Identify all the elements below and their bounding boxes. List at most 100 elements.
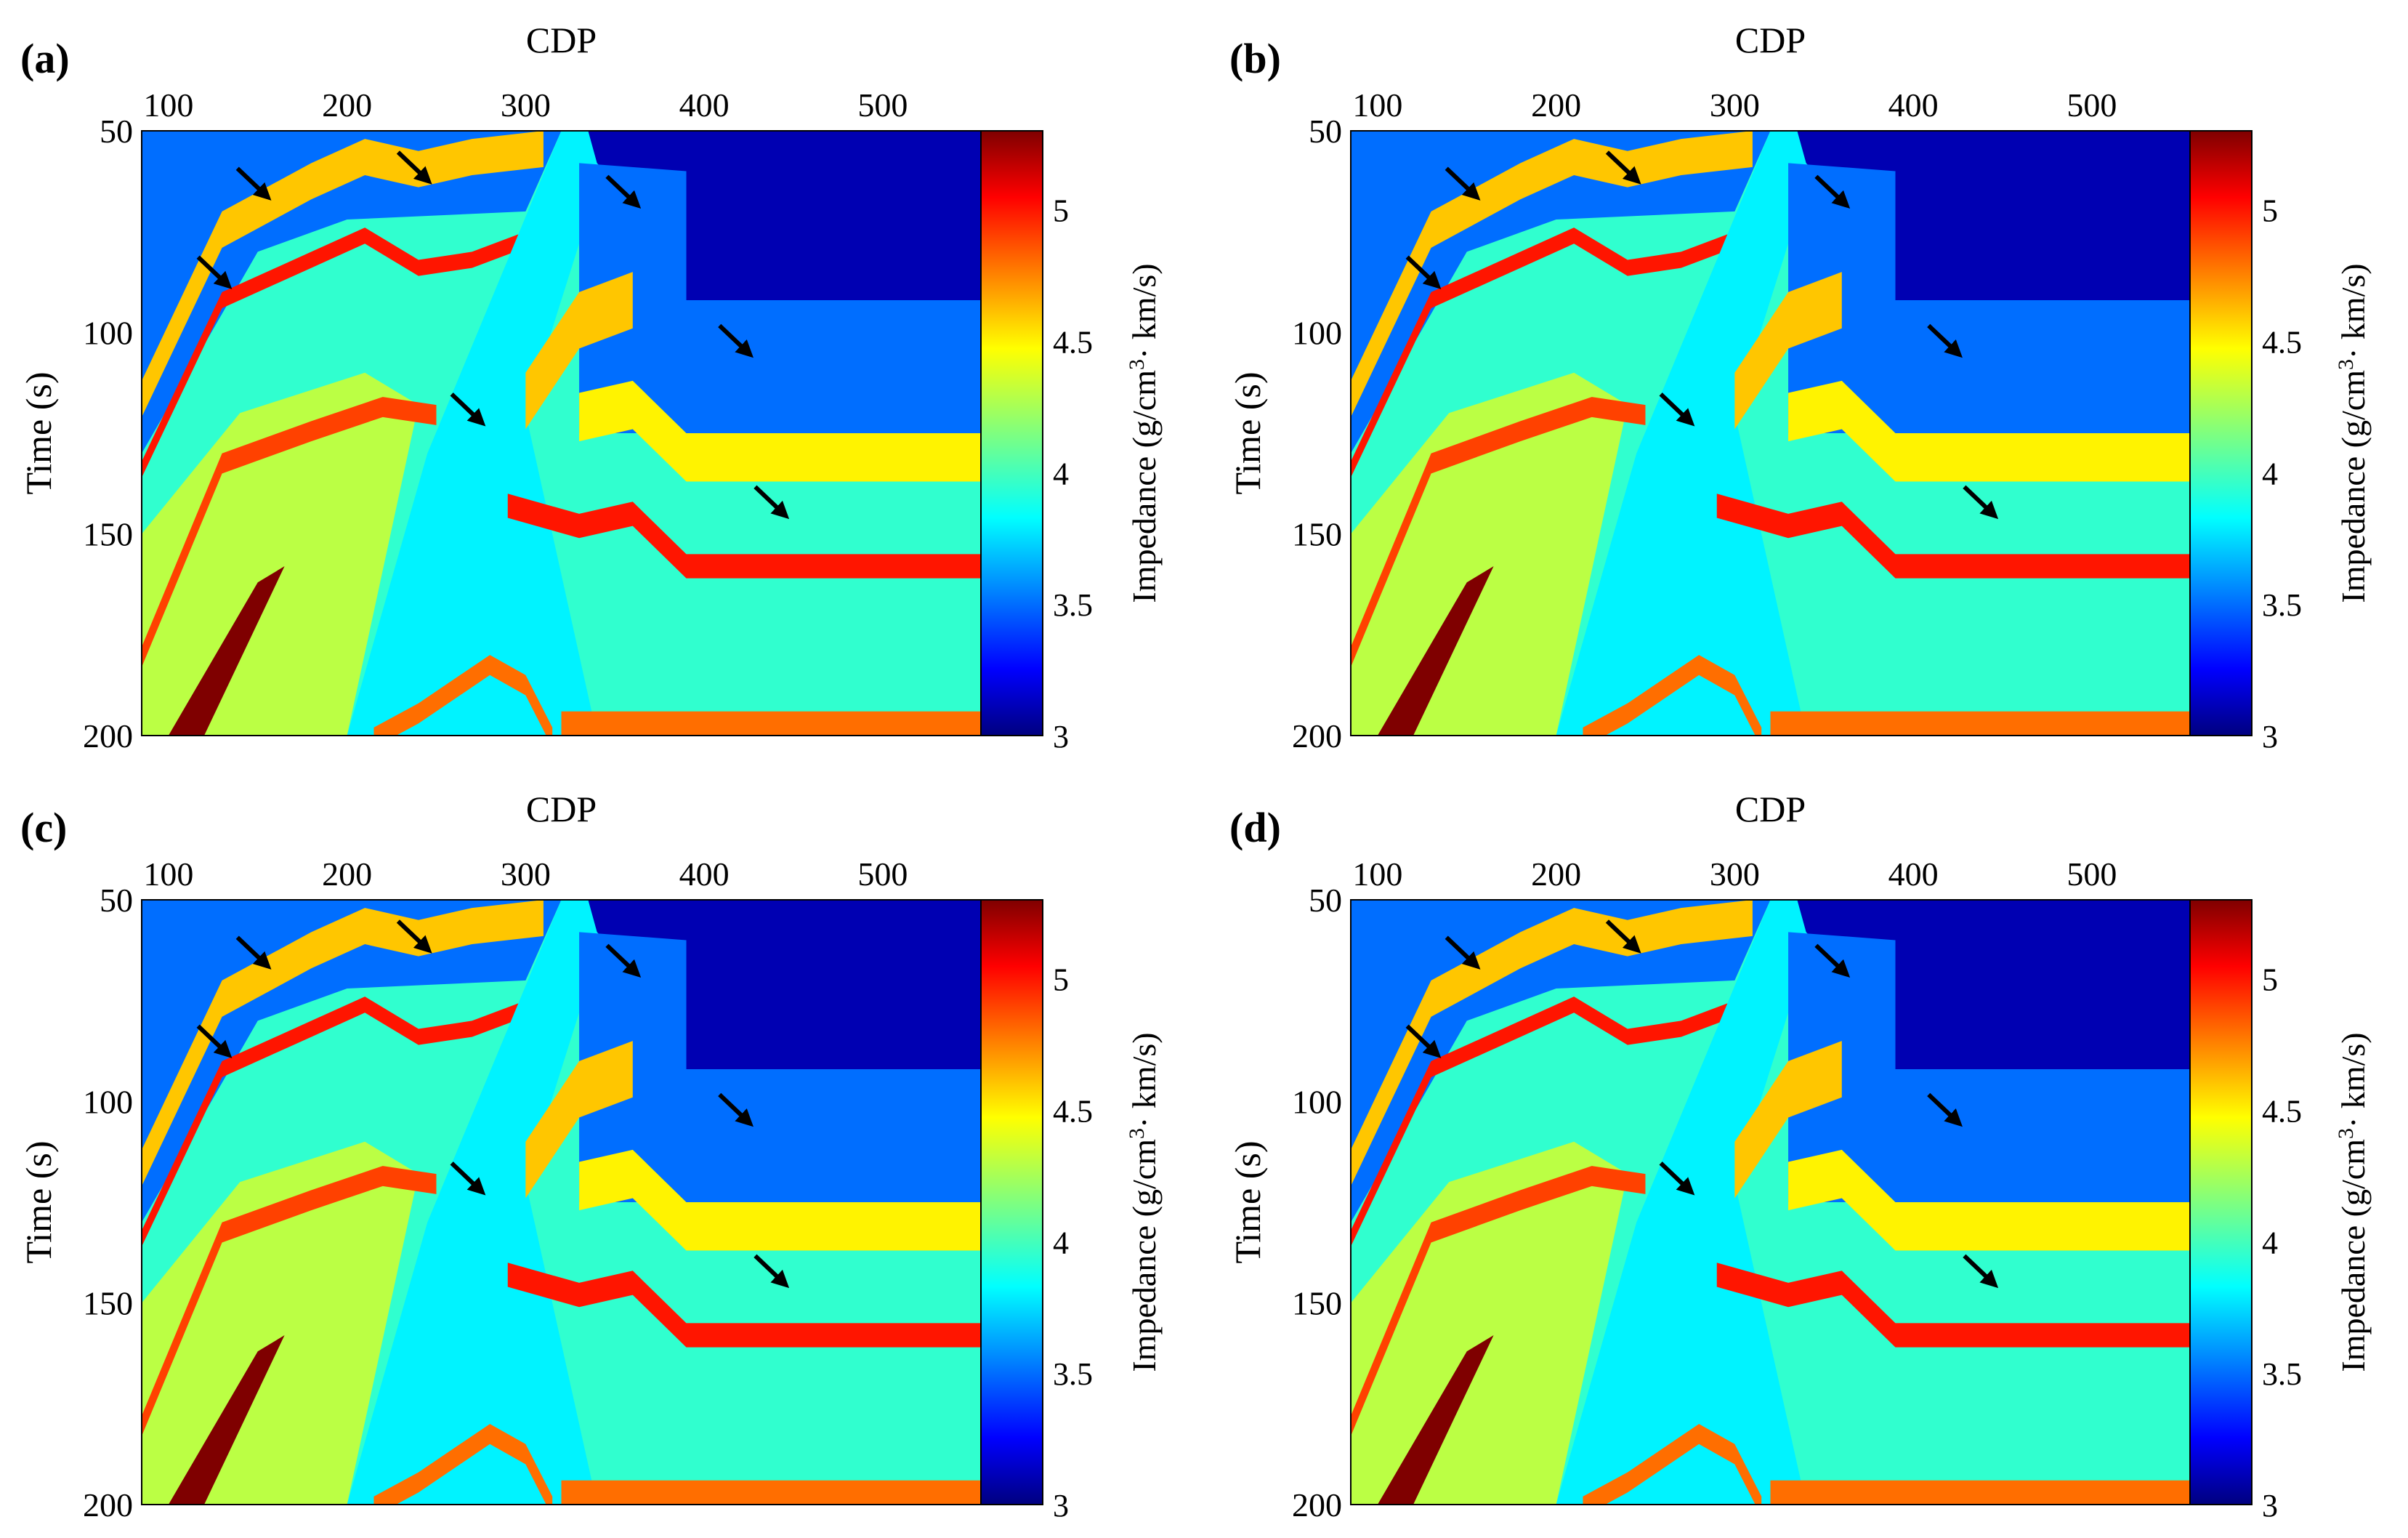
x-tick-label: 500 [857, 855, 908, 893]
annotation-arrow [605, 174, 642, 209]
colorbar-tick-label: 4 [1053, 456, 1069, 491]
y-tick-label: 100 [1292, 314, 1342, 351]
annotation-arrow [196, 255, 233, 289]
annotation-arrow [1445, 166, 1481, 201]
y-tick-label: 50 [1309, 113, 1342, 150]
annotation-arrow [1814, 174, 1851, 209]
red-thin-1 [1351, 997, 1735, 1247]
right-top-dark-blue [1797, 131, 2190, 300]
colorbar-tick-label: 4 [2262, 1225, 2278, 1260]
y-tick-label: 200 [83, 1486, 133, 1523]
y-tick-label: 50 [100, 882, 133, 919]
impedance-image [142, 900, 981, 1505]
right-bottom-orange [1770, 711, 2190, 736]
x-tick-label: 400 [1888, 86, 1939, 124]
right-orange-wedge [1734, 1041, 1842, 1199]
annotation-arrow [1605, 150, 1641, 185]
colorbar [980, 130, 1043, 736]
right-top-dark-blue [1797, 900, 2190, 1069]
fault-orange [1583, 1424, 1762, 1505]
panel-c: 100 200 300 400 500 50 100 150 200 CDP Time (s) (c)… [18, 789, 1163, 1523]
x-tick-label: 100 [1352, 86, 1402, 124]
right-orange-band [579, 380, 981, 482]
annotation-arrow [1927, 1092, 1963, 1127]
fault-orange [373, 655, 553, 736]
x-axis-label: CDP [1735, 20, 1806, 60]
x-tick-label: 300 [1710, 855, 1760, 893]
colorbar-tick-label: 4.5 [2262, 1093, 2302, 1129]
right-orange-band [1788, 1149, 2190, 1251]
x-tick-label: 100 [143, 855, 193, 893]
colorbar-label: Impedance (g/cm3· km/s) [1125, 1032, 1163, 1372]
red-thin-1 [1351, 228, 1735, 478]
red-thin-1 [142, 997, 526, 1247]
colorbar-tick-label: 4.5 [1053, 324, 1093, 360]
annotation-arrow [1963, 1254, 1999, 1289]
fault-wedge [1556, 900, 1825, 1505]
right-red-band [1716, 1263, 2190, 1348]
colorbar-label: Impedance (g/cm3· km/s) [2334, 263, 2372, 603]
right-orange-band [579, 1149, 981, 1251]
y-axis-label: Time (s) [1227, 371, 1268, 494]
y-tick-label: 100 [83, 314, 133, 351]
x-axis-label: CDP [526, 20, 597, 60]
colorbar-tick-label: 5 [2262, 193, 2278, 229]
colorbar-tick-label: 3.5 [1053, 1356, 1093, 1392]
x-tick-label: 500 [2066, 855, 2117, 893]
x-tick-label: 100 [1352, 855, 1402, 893]
x-tick-label: 200 [322, 855, 372, 893]
right-bottom-orange [561, 711, 981, 736]
annotation-arrow [1963, 485, 1999, 520]
annotation-arrow [450, 392, 486, 427]
annotation-arrow [1445, 935, 1481, 970]
panel-b: 100 200 300 400 500 50 100 150 200 CDP Time (s) (b)… [1227, 20, 2372, 754]
y-axis-label: Time (s) [18, 371, 59, 494]
y-tick-label: 100 [1292, 1083, 1342, 1120]
colorbar-tick-label: 3 [1053, 719, 1069, 754]
annotation-arrow [1605, 919, 1641, 954]
colorbar-tick-label: 5 [1053, 962, 1069, 998]
fault-wedge [347, 900, 615, 1505]
fault-wedge [347, 131, 615, 736]
right-red-band [1716, 494, 2190, 579]
dark-red-wedge [1377, 1335, 1494, 1505]
fault-orange [1583, 655, 1762, 736]
annotation-arrow [753, 485, 790, 520]
colorbar-label: Impedance (g/cm3· km/s) [2334, 1032, 2372, 1372]
yellow-base [1351, 372, 1628, 736]
y-tick-label: 50 [100, 113, 133, 150]
annotation-arrow [1405, 1024, 1442, 1058]
impedance-image [1351, 131, 2190, 736]
right-blue [579, 932, 981, 1202]
dark-red-wedge [1377, 566, 1494, 736]
yellow-base [1351, 1141, 1628, 1505]
y-axis-label: Time (s) [18, 1140, 59, 1263]
panel-d: 100 200 300 400 500 50 100 150 200 CDP Time (s) (d)… [1227, 789, 2372, 1523]
colorbar-tick-label: 4.5 [2262, 324, 2302, 360]
annotation-arrow [235, 935, 272, 970]
annotation-arrow [235, 166, 272, 201]
dark-red-wedge [168, 566, 285, 736]
x-tick-label: 500 [2066, 86, 2117, 124]
right-blue [579, 163, 981, 433]
annotation-arrow [753, 1254, 790, 1289]
right-orange-wedge [525, 272, 633, 430]
colorbar-label: Impedance (g/cm3· km/s) [1125, 263, 1163, 603]
right-orange-band [1788, 380, 2190, 482]
y-tick-label: 150 [1292, 1285, 1342, 1322]
colorbar-tick-label: 3.5 [2262, 587, 2302, 623]
annotation-arrow [1659, 392, 1695, 427]
colorbar-tick-label: 3 [1053, 1488, 1069, 1523]
colorbar-tick-label: 5 [1053, 193, 1069, 229]
annotation-arrow [396, 150, 432, 185]
y-tick-label: 200 [83, 717, 133, 754]
orange-band [1351, 900, 1753, 1186]
x-tick-label: 300 [501, 86, 551, 124]
orange-band [1351, 131, 1753, 417]
panel-label: (a) [20, 35, 70, 82]
annotation-arrow [718, 323, 753, 358]
annotation-arrow [605, 943, 642, 978]
y-tick-label: 200 [1292, 717, 1342, 754]
colorbar [2189, 130, 2253, 736]
